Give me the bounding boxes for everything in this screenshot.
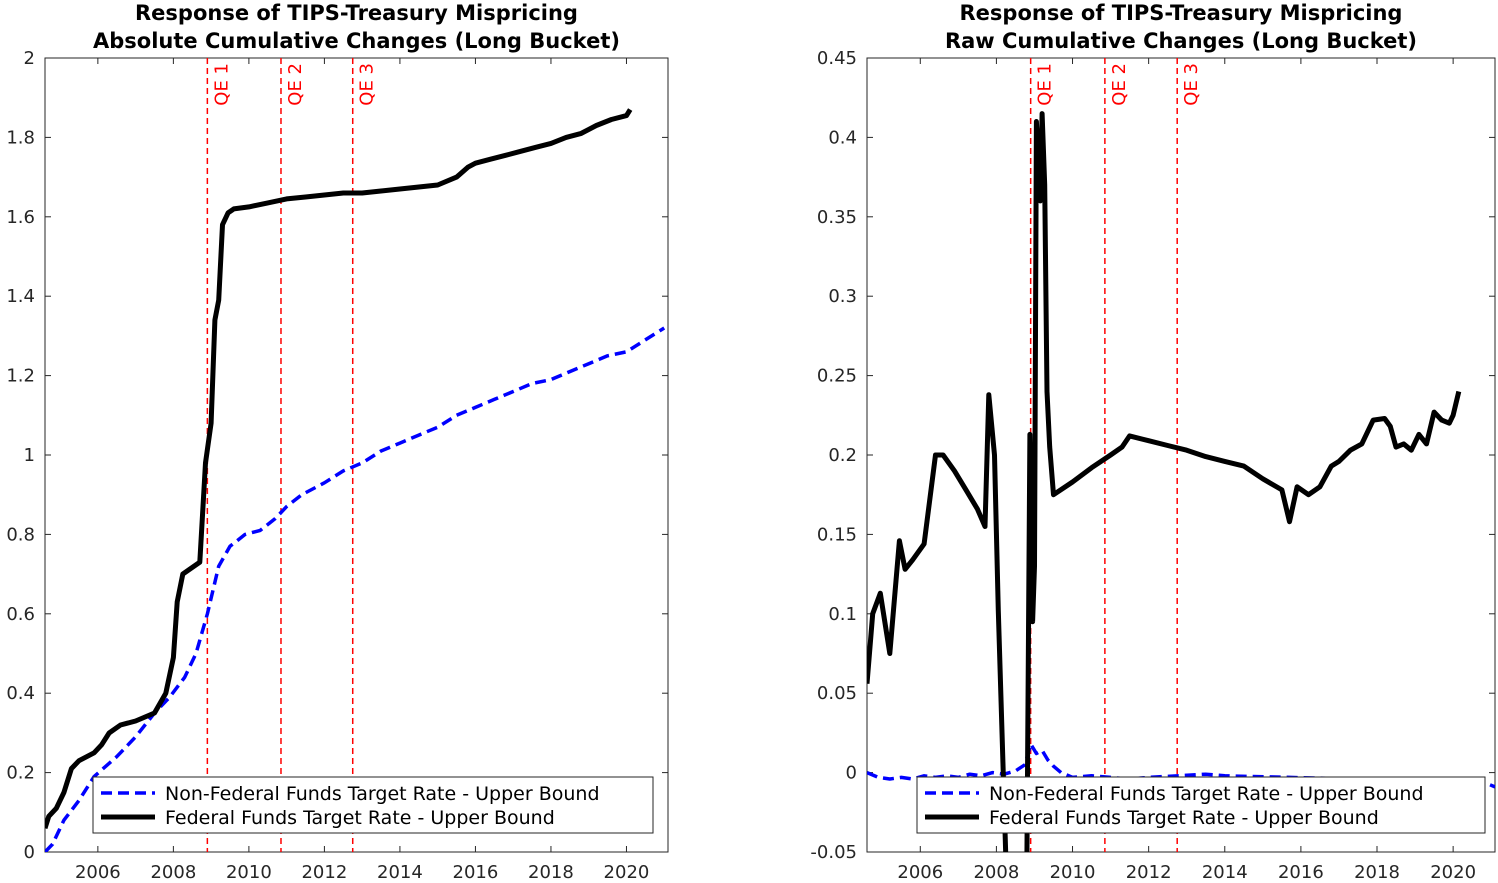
left-x-tick-label: 2014 <box>377 862 423 883</box>
right-x-axis: 2006 2008 2010 2012 2014 2016 2018 2020 <box>897 58 1476 883</box>
left-y-tick-label: 0 <box>24 842 35 863</box>
left-chart-title-line-2: Absolute Cumulative Changes (Long Bucket… <box>93 29 620 53</box>
right-axes-box <box>866 57 1496 853</box>
left-y-tick-label: 1.2 <box>6 366 35 387</box>
left-x-tick-label: 2016 <box>453 862 499 883</box>
right-legend-label-non-fed: Non-Federal Funds Target Rate - Upper Bo… <box>989 783 1424 805</box>
right-y-tick-label: 0 <box>846 763 857 784</box>
right-x-tick-label: 2012 <box>1126 862 1172 883</box>
right-y-tick-label: 0.15 <box>817 524 857 545</box>
right-x-tick-label: 2016 <box>1278 862 1324 883</box>
left-series-line-non-fed <box>45 326 666 852</box>
left-chart-panel: Response of TIPS-Treasury Mispricing Abs… <box>6 1 669 883</box>
right-x-tick-label: 2018 <box>1354 862 1400 883</box>
left-y-tick-label: 2 <box>24 48 35 69</box>
left-legend-box <box>92 776 654 834</box>
left-qe-label: QE 1 <box>211 63 232 106</box>
left-legend-label-fed: Federal Funds Target Rate - Upper Bound <box>165 807 555 829</box>
right-y-tick-label: 0.45 <box>817 48 857 69</box>
left-x-tick-label: 2018 <box>528 862 574 883</box>
left-y-tick-label: 1.8 <box>6 127 35 148</box>
right-y-tick-label: -0.05 <box>810 842 857 863</box>
right-x-tick-label: 2006 <box>897 862 943 883</box>
left-y-tick-label: 1.6 <box>6 207 35 228</box>
left-series-line-fed <box>45 108 633 829</box>
left-qe-label: QE 3 <box>357 63 378 106</box>
right-y-tick-label: 0.3 <box>828 286 857 307</box>
right-legend-label-fed: Federal Funds Target Rate - Upper Bound <box>989 807 1379 829</box>
right-chart-title-line-1: Response of TIPS-Treasury Mispricing <box>960 1 1403 25</box>
right-chart-title-line-2: Raw Cumulative Changes (Long Bucket) <box>945 29 1417 53</box>
right-y-tick-label: 0.4 <box>828 127 857 148</box>
left-y-tick-label: 0.2 <box>6 763 35 784</box>
right-x-tick-label: 2014 <box>1202 862 1248 883</box>
right-qe-label: QE 2 <box>1109 63 1130 106</box>
right-x-tick-label: 2020 <box>1430 862 1476 883</box>
left-x-tick-label: 2010 <box>226 862 272 883</box>
right-y-tick-label: 0.05 <box>817 683 857 704</box>
right-chart-panel: Response of TIPS-Treasury Mispricing Raw… <box>810 1 1496 883</box>
left-qe-markers: QE 1 QE 2 QE 3 <box>206 58 378 852</box>
left-y-axis: 0 0.2 0.4 0.6 0.8 1 1.2 1.4 1.6 1.8 2 <box>6 48 668 863</box>
left-legend-label-non-fed: Non-Federal Funds Target Rate - Upper Bo… <box>165 783 600 805</box>
left-y-tick-label: 0.8 <box>6 524 35 545</box>
right-series <box>867 111 1495 852</box>
left-y-tick-label: 0.6 <box>6 604 35 625</box>
right-x-tick-label: 2008 <box>973 862 1019 883</box>
left-qe-label: QE 2 <box>285 63 306 106</box>
left-x-tick-label: 2006 <box>75 862 121 883</box>
left-x-tick-label: 2020 <box>604 862 650 883</box>
left-y-tick-label: 0.4 <box>6 683 35 704</box>
left-x-tick-label: 2008 <box>150 862 196 883</box>
right-qe-label: QE 3 <box>1181 63 1202 106</box>
right-qe-markers: QE 1 QE 2 QE 3 <box>1029 58 1202 852</box>
right-y-tick-label: 0.25 <box>817 366 857 387</box>
right-y-tick-label: 0.2 <box>828 445 857 466</box>
right-series-line-fed <box>867 111 1462 852</box>
left-legend: Non-Federal Funds Target Rate - Upper Bo… <box>92 776 654 834</box>
right-y-tick-label: 0.35 <box>817 207 857 228</box>
right-qe-label: QE 1 <box>1035 63 1056 106</box>
left-series <box>45 108 666 852</box>
right-y-axis: -0.05 0 0.05 0.1 0.15 0.2 0.25 0.3 0.35 0.4 0.45 <box>810 48 1495 863</box>
left-y-tick-label: 1.4 <box>6 286 35 307</box>
left-axes-box <box>44 57 669 853</box>
right-x-tick-label: 2010 <box>1050 862 1096 883</box>
left-y-tick-label: 1 <box>24 445 35 466</box>
right-legend-box <box>916 776 1486 834</box>
left-x-axis: 2006 2008 2010 2012 2014 2016 2018 2020 <box>75 58 649 883</box>
right-y-tick-label: 0.1 <box>828 604 857 625</box>
left-chart-title-line-1: Response of TIPS-Treasury Mispricing <box>135 1 578 25</box>
right-legend: Non-Federal Funds Target Rate - Upper Bo… <box>916 776 1486 834</box>
left-x-tick-label: 2012 <box>301 862 347 883</box>
